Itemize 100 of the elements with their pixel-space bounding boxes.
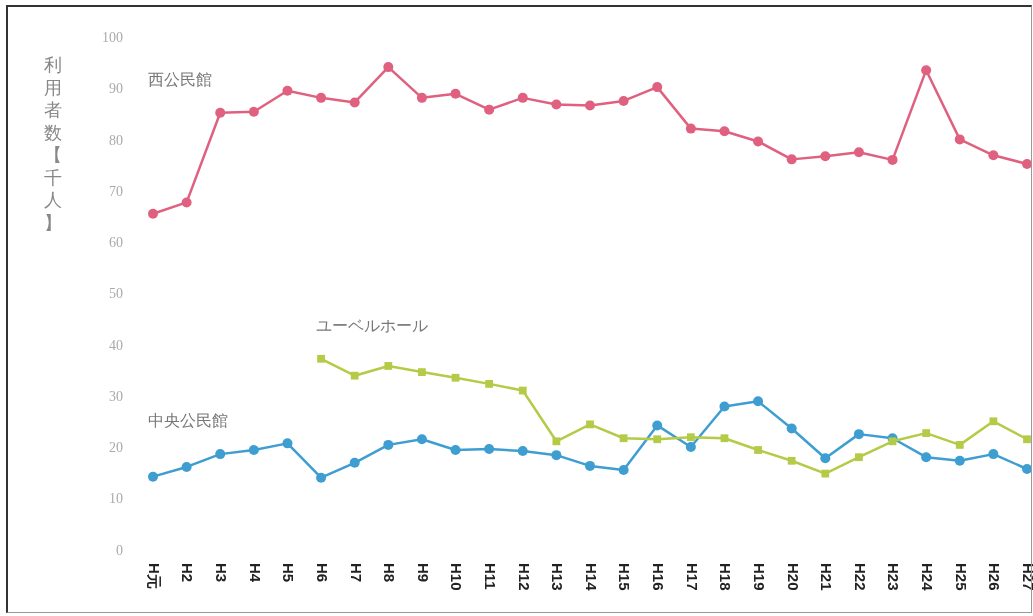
point — [685, 123, 696, 134]
y-axis-title: 利用者数【千人】 — [43, 54, 63, 234]
point — [552, 437, 561, 446]
x-tick-label: H20 — [784, 563, 802, 591]
point — [416, 92, 427, 103]
y-tick-label: 40 — [109, 337, 123, 353]
point — [888, 437, 897, 446]
point — [618, 95, 629, 106]
point — [586, 420, 594, 429]
series-label: ユーベルホール — [316, 315, 429, 335]
point — [855, 453, 863, 462]
point — [1022, 463, 1032, 474]
y-tick-label: 90 — [109, 81, 123, 97]
point — [988, 449, 999, 460]
point — [922, 429, 931, 437]
point — [215, 107, 226, 118]
point — [551, 450, 562, 461]
point — [954, 455, 965, 466]
y-tick-label: 100 — [102, 30, 123, 46]
point — [349, 97, 360, 108]
point — [148, 208, 158, 219]
point — [451, 373, 460, 382]
x-tick-label: H7 — [347, 563, 365, 583]
point — [450, 88, 461, 99]
point — [418, 368, 426, 376]
point — [954, 134, 965, 145]
point — [820, 151, 831, 162]
point — [350, 371, 359, 380]
x-tick-label: H11 — [482, 563, 500, 590]
x-tick-label: H21 — [818, 563, 836, 591]
y-tick-label: 50 — [109, 286, 123, 302]
point — [585, 460, 595, 471]
point — [686, 433, 695, 442]
x-tick-label: H24 — [919, 563, 937, 592]
x-tick-label: H6 — [313, 563, 331, 583]
point — [148, 471, 158, 482]
point — [248, 445, 259, 456]
x-tick-label: H4 — [246, 563, 264, 583]
point — [282, 85, 293, 96]
point — [316, 92, 327, 103]
y-tick-label: 20 — [109, 440, 123, 456]
point — [720, 434, 729, 443]
y-tick-label: 80 — [109, 132, 123, 148]
x-tick-label: H10 — [448, 563, 466, 591]
point — [921, 65, 932, 76]
x-tick-label: H14 — [582, 563, 600, 592]
x-tick-label: H23 — [885, 563, 903, 591]
point — [921, 452, 932, 463]
x-tick-label: H8 — [381, 563, 399, 583]
point — [955, 441, 964, 449]
x-tick-label: H15 — [616, 563, 634, 591]
x-tick-label: H17 — [683, 563, 701, 591]
point — [619, 434, 628, 443]
point — [484, 443, 495, 454]
point — [719, 126, 730, 137]
point — [786, 423, 797, 434]
point — [485, 380, 494, 388]
point — [248, 106, 259, 117]
x-tick-label: H12 — [515, 563, 533, 591]
point — [618, 465, 629, 476]
point — [215, 449, 226, 460]
series-label: 西公民館 — [148, 69, 212, 89]
x-tick-label: H2 — [179, 563, 197, 583]
y-tick-label: 30 — [109, 388, 123, 404]
point — [317, 354, 325, 363]
point — [384, 362, 393, 370]
point — [787, 456, 796, 465]
point — [821, 469, 830, 478]
point — [383, 439, 394, 450]
y-tick-label: 70 — [109, 183, 123, 199]
point — [1022, 158, 1032, 169]
x-tick-label: H22 — [851, 563, 869, 591]
x-tick-label: H9 — [414, 563, 432, 583]
x-tick-label: H25 — [952, 563, 970, 591]
point — [653, 435, 662, 444]
y-tick-label: 10 — [109, 491, 123, 507]
point — [282, 438, 293, 449]
point — [754, 446, 762, 454]
point — [753, 136, 764, 147]
point — [820, 453, 831, 464]
point — [484, 104, 495, 115]
point — [181, 461, 192, 472]
point — [416, 434, 427, 445]
point — [652, 420, 663, 431]
point — [685, 441, 696, 452]
point — [652, 82, 663, 93]
y-tick-label: 0 — [116, 542, 123, 558]
point — [853, 429, 864, 440]
x-tick-label: H26 — [986, 563, 1004, 591]
point — [753, 396, 764, 407]
x-tick-label: H13 — [549, 563, 567, 591]
point — [786, 154, 797, 165]
x-tick-label: H3 — [213, 563, 231, 583]
x-tick-label: H元 — [145, 563, 163, 589]
point — [517, 446, 528, 457]
point — [450, 445, 461, 456]
point — [517, 92, 528, 103]
point — [518, 386, 527, 395]
point — [887, 154, 898, 165]
point — [316, 472, 327, 483]
